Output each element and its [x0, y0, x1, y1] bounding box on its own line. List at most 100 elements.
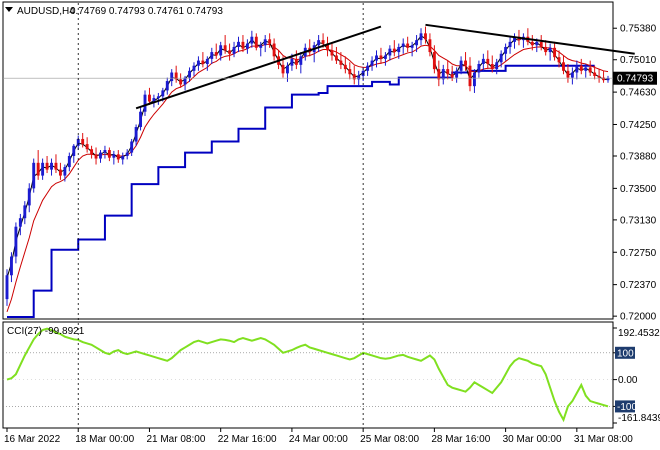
candle: [339, 52, 343, 70]
candle-body: [58, 169, 62, 176]
candle: [468, 57, 472, 92]
candle-body: [223, 45, 227, 51]
candle: [152, 94, 156, 108]
candle-body: [67, 156, 71, 168]
symbol-label: AUDUSD,H4: [17, 6, 75, 17]
candle-body: [606, 78, 610, 81]
price-tick-label: 0.72000: [620, 312, 657, 323]
candlesticks: [5, 26, 610, 306]
candle-body: [14, 226, 18, 257]
candle-body: [23, 205, 27, 219]
candle-body: [490, 64, 494, 70]
candle: [539, 35, 543, 51]
time-tick-label: 22 Mar 16:00: [218, 434, 277, 445]
candle-body: [219, 45, 223, 56]
candle: [388, 45, 392, 61]
candle-body: [450, 74, 454, 78]
candle: [366, 62, 370, 76]
candle: [259, 41, 263, 57]
candle: [192, 62, 196, 76]
candle-body: [245, 43, 249, 49]
candle-body: [530, 41, 534, 46]
candle-body: [10, 256, 13, 276]
candle: [459, 56, 463, 75]
candle-body: [401, 43, 405, 47]
candle: [401, 38, 405, 54]
candle: [196, 56, 200, 71]
candle: [597, 69, 601, 83]
candle-body: [99, 152, 102, 159]
candle-body: [32, 162, 36, 189]
candle-body: [388, 48, 392, 56]
trend-line: [425, 23, 635, 55]
candle: [245, 39, 249, 54]
candle-body: [125, 152, 129, 156]
candle: [504, 43, 508, 61]
candle-body: [419, 33, 423, 41]
candle: [214, 43, 218, 59]
candle-body: [415, 40, 419, 46]
candle-body: [250, 36, 254, 44]
candle: [428, 33, 432, 57]
current-price-label: 0.74793: [617, 74, 654, 85]
candle: [464, 52, 467, 71]
candle: [188, 67, 191, 82]
candle-body: [72, 145, 76, 156]
candle-body: [134, 127, 138, 142]
candle-body: [192, 65, 196, 71]
trailing-stop-line: [7, 64, 595, 318]
candle-body: [63, 167, 67, 176]
candle-body: [152, 98, 156, 102]
candle-body: [85, 144, 89, 150]
candle: [446, 60, 450, 80]
candle-body: [259, 45, 263, 48]
candle: [383, 52, 387, 66]
candle: [76, 135, 80, 151]
candle-body: [513, 36, 516, 42]
candle: [241, 35, 245, 53]
candle: [116, 150, 120, 163]
cci-level-tag: [615, 346, 635, 359]
candle-body: [584, 67, 588, 71]
candle-body: [375, 55, 378, 61]
candle: [263, 35, 267, 53]
cci-y-axis: 192.4532 100 0.00 -100-161.8439: [613, 327, 660, 424]
candle-body: [41, 162, 45, 176]
candle: [121, 152, 125, 165]
candle: [566, 64, 570, 83]
candle: [165, 77, 169, 95]
candle-body: [343, 64, 347, 70]
vertical-gridlines: [77, 3, 364, 428]
candle: [424, 26, 427, 44]
candle: [294, 50, 298, 70]
time-tick-label: 30 Mar 00:00: [503, 434, 562, 445]
candle-body: [112, 154, 116, 158]
candle: [330, 43, 334, 61]
slow-moving-average: [6, 43, 609, 313]
candle: [232, 41, 236, 58]
cci-levels: [3, 352, 613, 407]
candle: [36, 150, 40, 180]
candle: [379, 47, 383, 64]
candle-body: [107, 150, 111, 158]
candle: [134, 124, 138, 146]
candle-body: [553, 47, 557, 58]
time-tick-label: 24 Mar 00:00: [289, 434, 348, 445]
candle-body: [348, 69, 352, 75]
ohlc-readout: 0.74769 0.74793 0.74761 0.74793: [70, 6, 223, 17]
cci-tick-label: -161.8439: [618, 413, 660, 424]
candle-body: [76, 138, 80, 146]
candle-body: [486, 58, 490, 64]
candle-body: [495, 62, 499, 70]
time-tick-label: 31 Mar 08:00: [574, 434, 633, 445]
candle: [495, 58, 499, 75]
cci-level-tag: [615, 400, 635, 413]
candle: [352, 65, 356, 85]
candle-body: [268, 39, 272, 44]
candle-body: [570, 72, 574, 78]
current-price-tag: 0.74793: [613, 71, 657, 85]
candle-body: [254, 36, 258, 48]
candle: [530, 35, 534, 51]
dropdown-triangle-icon[interactable]: [5, 7, 13, 12]
cci-tick-label: 0.00: [618, 375, 638, 386]
